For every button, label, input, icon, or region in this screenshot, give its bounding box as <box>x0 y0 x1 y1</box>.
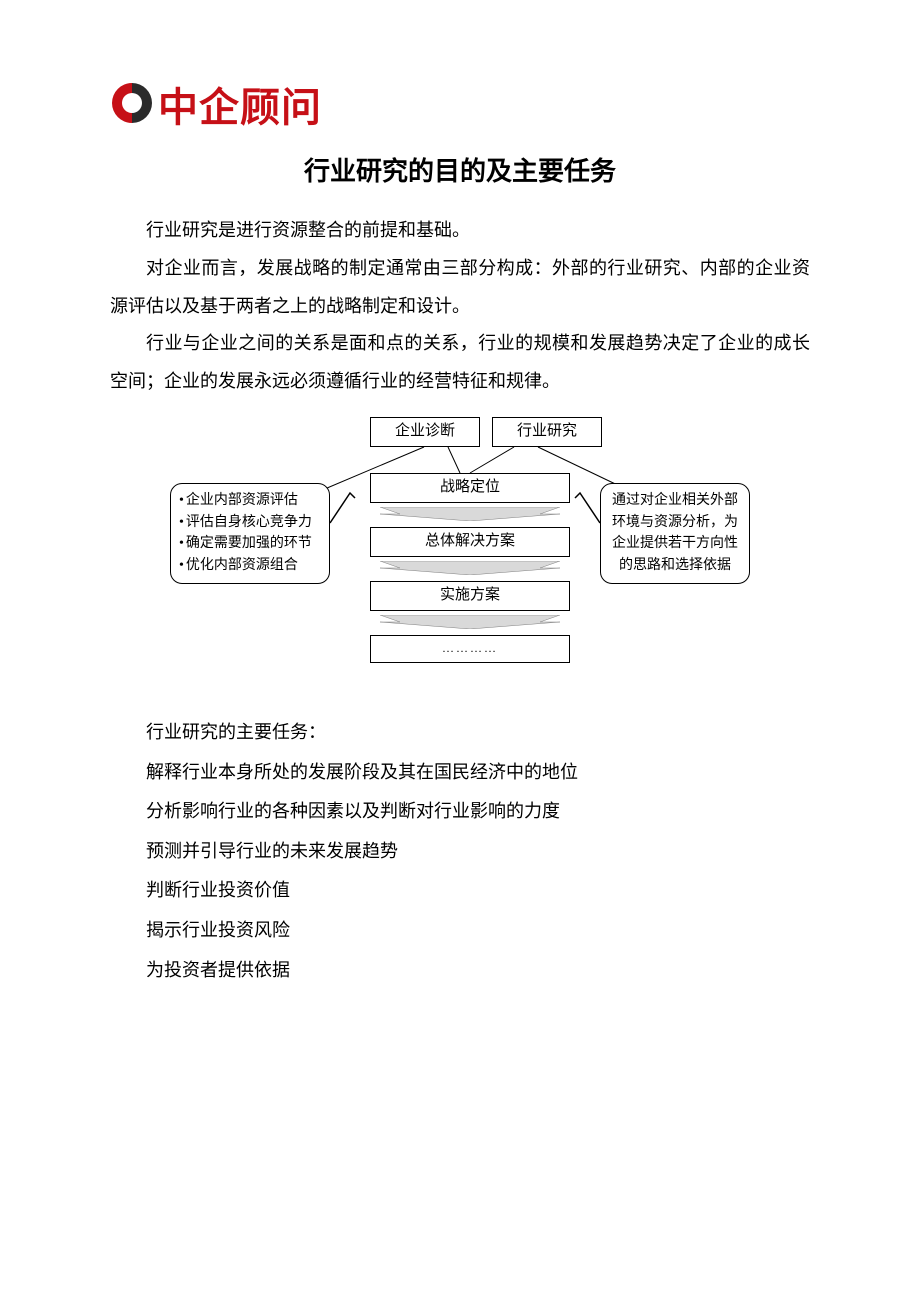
company-logo: 中企顾问 <box>110 75 340 131</box>
flow-callout-right: 通过对企业相关外部环境与资源分析，为企业提供若干方向性的思路和选择依据 <box>600 483 750 584</box>
down-arrow-icon <box>380 507 560 521</box>
flow-callout-left: 企业内部资源评估 评估自身核心竞争力 确定需要加强的环节 优化内部资源组合 <box>170 483 330 584</box>
flow-node-ellipsis: ………… <box>370 635 570 663</box>
callout-item: 确定需要加强的环节 <box>179 533 321 555</box>
flow-node-strategic-positioning: 战略定位 <box>370 473 570 503</box>
flowchart: 企业诊断 行业研究 企业内部资源评估 评估自身核心竞争力 确定需要加强的环节 优… <box>170 413 750 699</box>
down-arrow-icon <box>380 615 560 629</box>
paragraph: 行业研究是进行资源整合的前提和基础。 <box>110 212 810 250</box>
task-item: 揭示行业投资风险 <box>146 911 810 951</box>
task-item: 解释行业本身所处的发展阶段及其在国民经济中的地位 <box>146 753 810 793</box>
callout-item: 优化内部资源组合 <box>179 555 321 577</box>
callout-item: 评估自身核心竞争力 <box>179 512 321 534</box>
flow-node-overall-solution: 总体解决方案 <box>370 527 570 557</box>
tasks-list: 解释行业本身所处的发展阶段及其在国民经济中的地位 分析影响行业的各种因素以及判断… <box>110 753 810 991</box>
flow-node-implementation: 实施方案 <box>370 581 570 611</box>
paragraph: 对企业而言，发展战略的制定通常由三部分构成：外部的行业研究、内部的企业资源评估以… <box>110 250 810 326</box>
page-title: 行业研究的目的及主要任务 <box>110 151 810 188</box>
tasks-heading: 行业研究的主要任务： <box>110 713 810 753</box>
task-item: 为投资者提供依据 <box>146 951 810 991</box>
task-item: 分析影响行业的各种因素以及判断对行业影响的力度 <box>146 792 810 832</box>
flowchart-container: 企业诊断 行业研究 企业内部资源评估 评估自身核心竞争力 确定需要加强的环节 优… <box>110 413 810 699</box>
down-arrow-icon <box>380 561 560 575</box>
task-item: 预测并引导行业的未来发展趋势 <box>146 832 810 872</box>
logo-text: 中企顾问 <box>158 75 322 133</box>
flow-node-industry-research: 行业研究 <box>492 417 602 447</box>
task-item: 判断行业投资价值 <box>146 871 810 911</box>
flow-node-enterprise-diagnosis: 企业诊断 <box>370 417 480 447</box>
page: 中企顾问 行业研究的目的及主要任务 行业研究是进行资源整合的前提和基础。 对企业… <box>0 0 920 990</box>
paragraph: 行业与企业之间的关系是面和点的关系，行业的规模和发展趋势决定了企业的成长空间；企… <box>110 325 810 401</box>
logo-mark-icon <box>110 81 154 125</box>
callout-item: 企业内部资源评估 <box>179 490 321 512</box>
